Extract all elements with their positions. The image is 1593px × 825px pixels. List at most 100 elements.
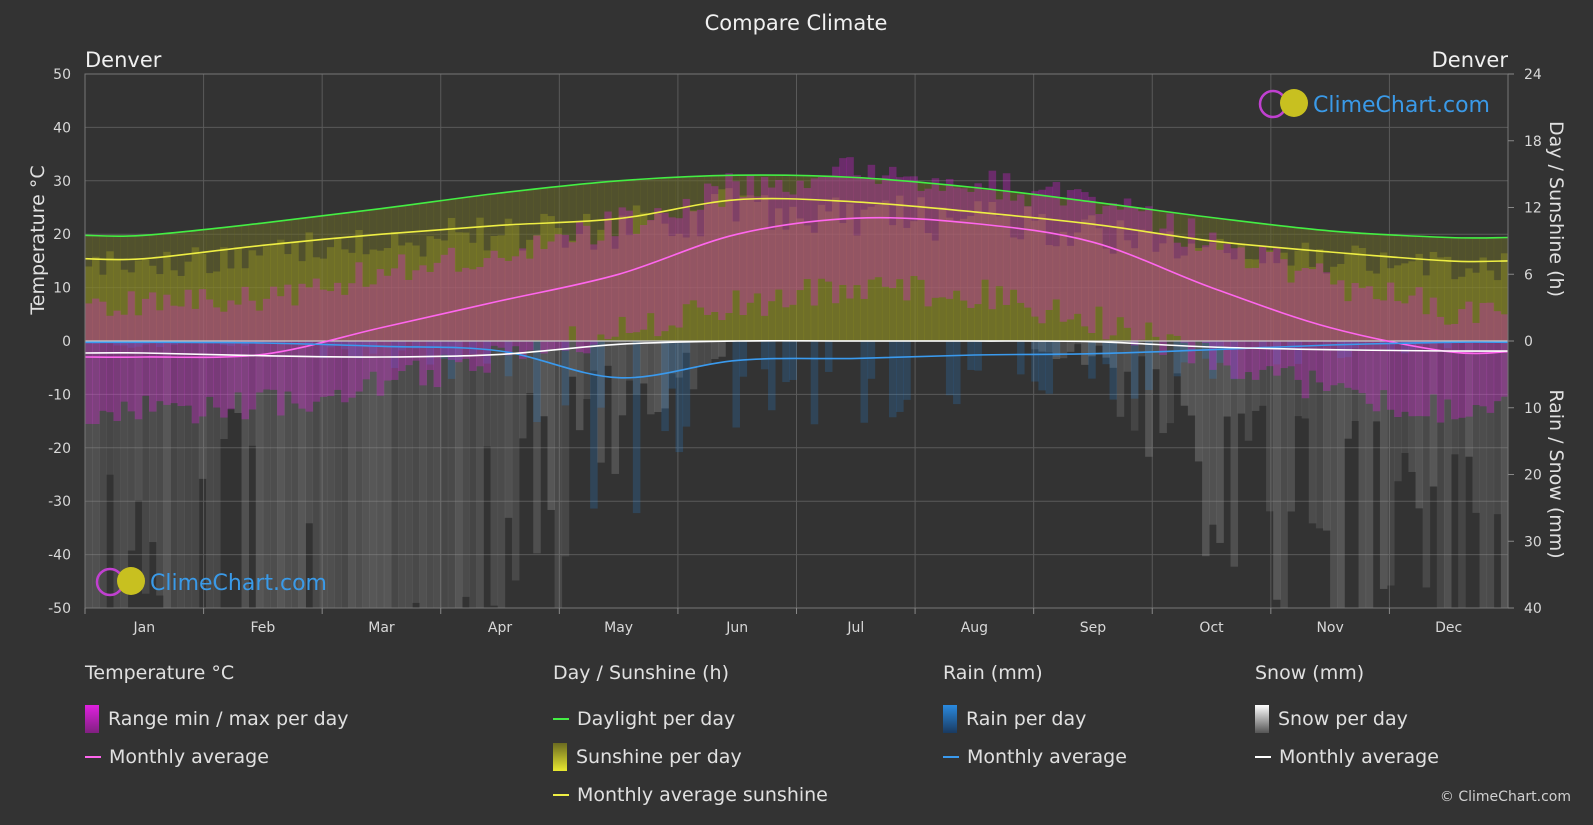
sunshine-per-day-bar (362, 254, 370, 341)
temp-range-per-day-bar (1244, 268, 1253, 373)
temp-range-per-day-bar (1287, 282, 1295, 367)
daylight-area-bar (881, 179, 890, 341)
temp-range-per-day-bar (711, 186, 719, 313)
sunshine-per-day-bar (205, 273, 214, 341)
sunshine-per-day-bar (547, 216, 555, 341)
temp-range-per-day-bar (85, 303, 93, 424)
rain-per-day-bar (1443, 341, 1452, 349)
sunshine-per-day-bar (1323, 273, 1331, 341)
temp-range-per-day-bar (704, 183, 712, 315)
rain-per-day-bar (1130, 341, 1139, 399)
snow-per-day-bar (348, 341, 356, 608)
sunshine-per-day-bar (931, 240, 940, 341)
sunshine-per-day-bar (981, 212, 990, 341)
sunshine-per-day-bar (867, 206, 876, 341)
temp-range-per-day-bar (1024, 206, 1032, 308)
snow-per-day-bar (568, 341, 577, 377)
legend-item-label: Daylight per day (577, 708, 736, 730)
swatch-snow (1255, 705, 1269, 733)
daylight-area-bar (1223, 219, 1231, 341)
daylight-area-bar (1365, 233, 1374, 341)
right-bottom-tick-label: 30 (1524, 534, 1542, 550)
sunshine-per-day-bar (1202, 247, 1210, 341)
sunshine-per-day-bar (511, 225, 520, 341)
daylight-area-bar (746, 175, 755, 341)
rain-per-day-bar (789, 341, 797, 380)
snow-per-day-bar (1216, 341, 1224, 543)
temp-range-per-day-bar (832, 166, 840, 304)
legend-item: Monthly average (1255, 738, 1439, 776)
daylight-area-bar (618, 180, 627, 341)
sunshine-per-day-bar (1152, 251, 1160, 341)
snow-per-day-bar (597, 341, 605, 463)
rain-per-day-bar (1209, 341, 1217, 379)
temp-range-per-day-bar (953, 187, 961, 291)
sunshine-per-day-bar (1387, 268, 1395, 341)
temp-range-per-day-bar (1145, 206, 1153, 323)
left-tick-label: 40 (53, 120, 71, 136)
swatch-rain-avg (943, 756, 959, 758)
sunshine-per-day-bar (924, 233, 933, 341)
temp-range-per-day-bar (718, 206, 726, 321)
temp-range-per-day-bar (447, 247, 456, 360)
sunshine-per-day-bar (583, 213, 591, 341)
snow-per-day-bar (113, 341, 121, 608)
temp-range-per-day-bar (796, 180, 805, 291)
sunshine-per-day-bar (319, 258, 328, 341)
left-tick-label: -10 (48, 387, 71, 403)
daylight-area-bar (1059, 198, 1068, 341)
temp-range-per-day-bar (355, 262, 363, 392)
sunshine-per-day-bar (334, 237, 342, 341)
sunshine-per-day-bar (1109, 253, 1118, 341)
temp-range-per-day-bar (1337, 280, 1345, 384)
sunshine-per-day-bar (917, 197, 925, 341)
sunshine-per-day-bar (462, 232, 470, 341)
daylight-area-bar (931, 184, 940, 341)
daylight-area-bar (1095, 202, 1103, 341)
temp-range-per-day-bar (1472, 322, 1480, 406)
daylight-area-bar (1045, 196, 1054, 341)
snow-per-day-bar (447, 341, 456, 608)
snow-per-day-bar (412, 341, 420, 603)
temp-range-per-day-bar (803, 188, 812, 280)
sunshine-per-day-bar (711, 194, 719, 341)
daylight-area-bar (945, 185, 954, 341)
snow-per-day-bar (511, 341, 520, 581)
sunshine-per-day-bar (832, 197, 840, 341)
snow-per-day-bar (134, 341, 143, 501)
rain-per-day-bar (1173, 341, 1182, 377)
temp-range-per-day-bar (817, 177, 826, 279)
rain-per-day-bar (348, 341, 356, 356)
snow-per-day-bar (227, 341, 235, 409)
sunshine-per-day-bar (1458, 276, 1466, 341)
daylight-area-bar (1287, 226, 1295, 341)
daylight-area-bar (874, 179, 883, 341)
left-tick-label: 20 (53, 227, 71, 243)
temp-range-per-day-bar (839, 158, 847, 285)
temp-range-per-day-bar (739, 197, 748, 316)
temp-range-per-day-bar (775, 180, 783, 290)
temp-range-per-day-bar (426, 271, 435, 371)
rain-per-day-bar (945, 341, 954, 396)
sunshine-per-day-bar (248, 250, 257, 341)
daylight-area-bar (312, 216, 321, 341)
sunshine-per-day-bar (398, 245, 406, 341)
rain-per-day-bar (810, 341, 819, 425)
rain-per-day-bar (127, 341, 136, 348)
rain-per-day-bar (362, 341, 370, 348)
temp-range-per-day-bar (1401, 303, 1409, 412)
x-tick-label: Aug (961, 620, 988, 636)
snow-per-day-bar (540, 341, 548, 417)
daylight-area-bar (1102, 203, 1110, 341)
sunshine-per-day-bar (668, 236, 676, 341)
sunshine-per-day-bar (824, 211, 833, 341)
snow-per-day-bar (1180, 341, 1189, 406)
temp-range-per-day-bar (362, 286, 370, 380)
daylight-area-bar (888, 180, 897, 341)
temp-range-per-day-bar (106, 315, 114, 413)
daylight-area-bar (92, 235, 100, 341)
snow-per-day-bar (1493, 341, 1502, 515)
snow-per-day-bar (526, 341, 534, 394)
temp-range-per-day-bar (519, 248, 527, 359)
temp-range-per-day-bar (746, 174, 755, 303)
